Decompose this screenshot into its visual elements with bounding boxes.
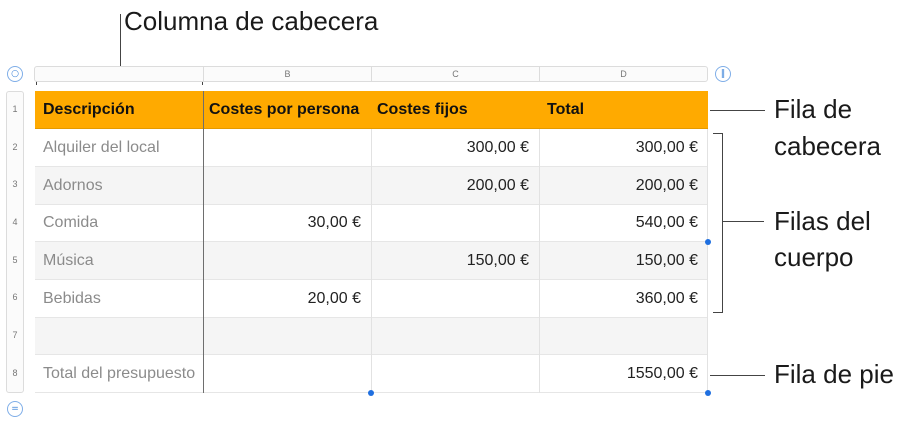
table-cell[interactable]: 200,00 € — [635, 176, 698, 194]
table-cell[interactable] — [539, 318, 708, 354]
column-letter-d[interactable]: D — [620, 69, 627, 79]
footer-cell[interactable]: Total del presupuesto — [43, 364, 196, 382]
table-cell[interactable] — [371, 280, 539, 317]
table-cell[interactable] — [371, 205, 539, 241]
row-number-2[interactable]: 2 — [12, 142, 18, 152]
callout-body-rows-line1: Filas del — [774, 206, 871, 236]
resize-handle-corner[interactable] — [705, 390, 711, 396]
circle-icon: ○ — [11, 69, 19, 79]
callout-body-rows-leader — [722, 221, 764, 222]
header-cell[interactable]: Costes fijos — [377, 100, 468, 118]
table-cell[interactable] — [35, 318, 203, 354]
table-cell[interactable]: 150,00 € — [466, 251, 529, 269]
column-letter-c[interactable]: C — [452, 69, 459, 79]
table-cell[interactable] — [203, 129, 371, 166]
footer-cell[interactable] — [371, 355, 539, 392]
header-row: Descripción Costes por persona Costes fi… — [35, 91, 708, 129]
table-cell[interactable] — [371, 318, 539, 354]
body-rows-bracket-bottom — [713, 312, 723, 313]
callout-header-row-line2: cabecera — [774, 131, 881, 161]
row-number-3[interactable]: 3 — [12, 179, 18, 189]
callout-header-row-leader — [710, 110, 765, 111]
row-number-7[interactable]: 7 — [12, 330, 18, 340]
header-column-divider — [203, 91, 204, 393]
budget-table: Descripción Costes por persona Costes fi… — [35, 91, 708, 393]
header-cell[interactable]: Total — [547, 100, 585, 118]
footer-cell[interactable]: 1550,00 € — [626, 364, 698, 382]
body-rows-bracket-vertical — [722, 133, 723, 312]
column-divider — [371, 129, 372, 393]
callout-footer-row-leader — [710, 375, 765, 376]
table-cell[interactable]: 540,00 € — [635, 214, 698, 231]
table-cell[interactable]: 20,00 € — [307, 289, 361, 307]
pause-bars-icon: ‖ — [720, 69, 726, 79]
table-cell[interactable] — [203, 167, 371, 204]
body-rows-bracket-top — [713, 133, 723, 134]
callout-header-column-leader — [120, 14, 121, 77]
row-number-5[interactable]: 5 — [12, 255, 18, 265]
column-separator — [539, 66, 540, 82]
table-row: Comida 30,00 € 540,00 € — [35, 205, 708, 242]
header-cell[interactable]: Costes por persona — [209, 100, 360, 118]
table-cell[interactable]: 300,00 € — [635, 138, 698, 156]
table-cell[interactable] — [203, 242, 371, 279]
footer-cell[interactable] — [203, 355, 371, 392]
row-number-8[interactable]: 8 — [12, 368, 18, 378]
resize-handle-right[interactable] — [705, 239, 711, 245]
row-number-4[interactable]: 4 — [12, 217, 18, 227]
callout-header-row-line1: Fila de — [774, 94, 853, 124]
table-cell[interactable]: 150,00 € — [635, 251, 698, 269]
table-cell[interactable]: Bebidas — [43, 289, 101, 307]
table-menu-button[interactable]: ○ — [7, 66, 23, 82]
table-cell[interactable]: Adornos — [43, 176, 103, 194]
table-cell[interactable]: 300,00 € — [466, 138, 529, 156]
table-right-border — [707, 129, 708, 393]
table-cell[interactable]: Música — [43, 251, 94, 269]
table-cell[interactable]: 200,00 € — [466, 176, 529, 194]
row-number-6[interactable]: 6 — [12, 292, 18, 302]
column-separator — [203, 66, 204, 82]
row-number-1[interactable]: 1 — [12, 104, 18, 114]
table-cell[interactable]: 30,00 € — [307, 214, 361, 231]
column-divider — [539, 129, 540, 393]
header-cell[interactable]: Descripción — [43, 100, 135, 118]
table-cell[interactable] — [203, 318, 371, 354]
add-row-button[interactable]: = — [7, 401, 23, 417]
callout-header-column: Columna de cabecera — [124, 6, 379, 36]
row-header-bar[interactable] — [6, 91, 24, 393]
table-cell[interactable]: Comida — [43, 214, 99, 231]
table-cell[interactable]: 360,00 € — [635, 289, 698, 307]
table-cell[interactable]: Alquiler del local — [43, 138, 160, 156]
add-column-button[interactable]: ‖ — [715, 66, 731, 82]
callout-body-rows-line2: cuerpo — [774, 242, 854, 272]
callout-footer-row: Fila de pie — [774, 359, 894, 389]
resize-handle-bottom[interactable] — [368, 390, 374, 396]
column-separator — [371, 66, 372, 82]
column-letter-b[interactable]: B — [284, 69, 291, 79]
equals-icon: = — [11, 404, 19, 414]
